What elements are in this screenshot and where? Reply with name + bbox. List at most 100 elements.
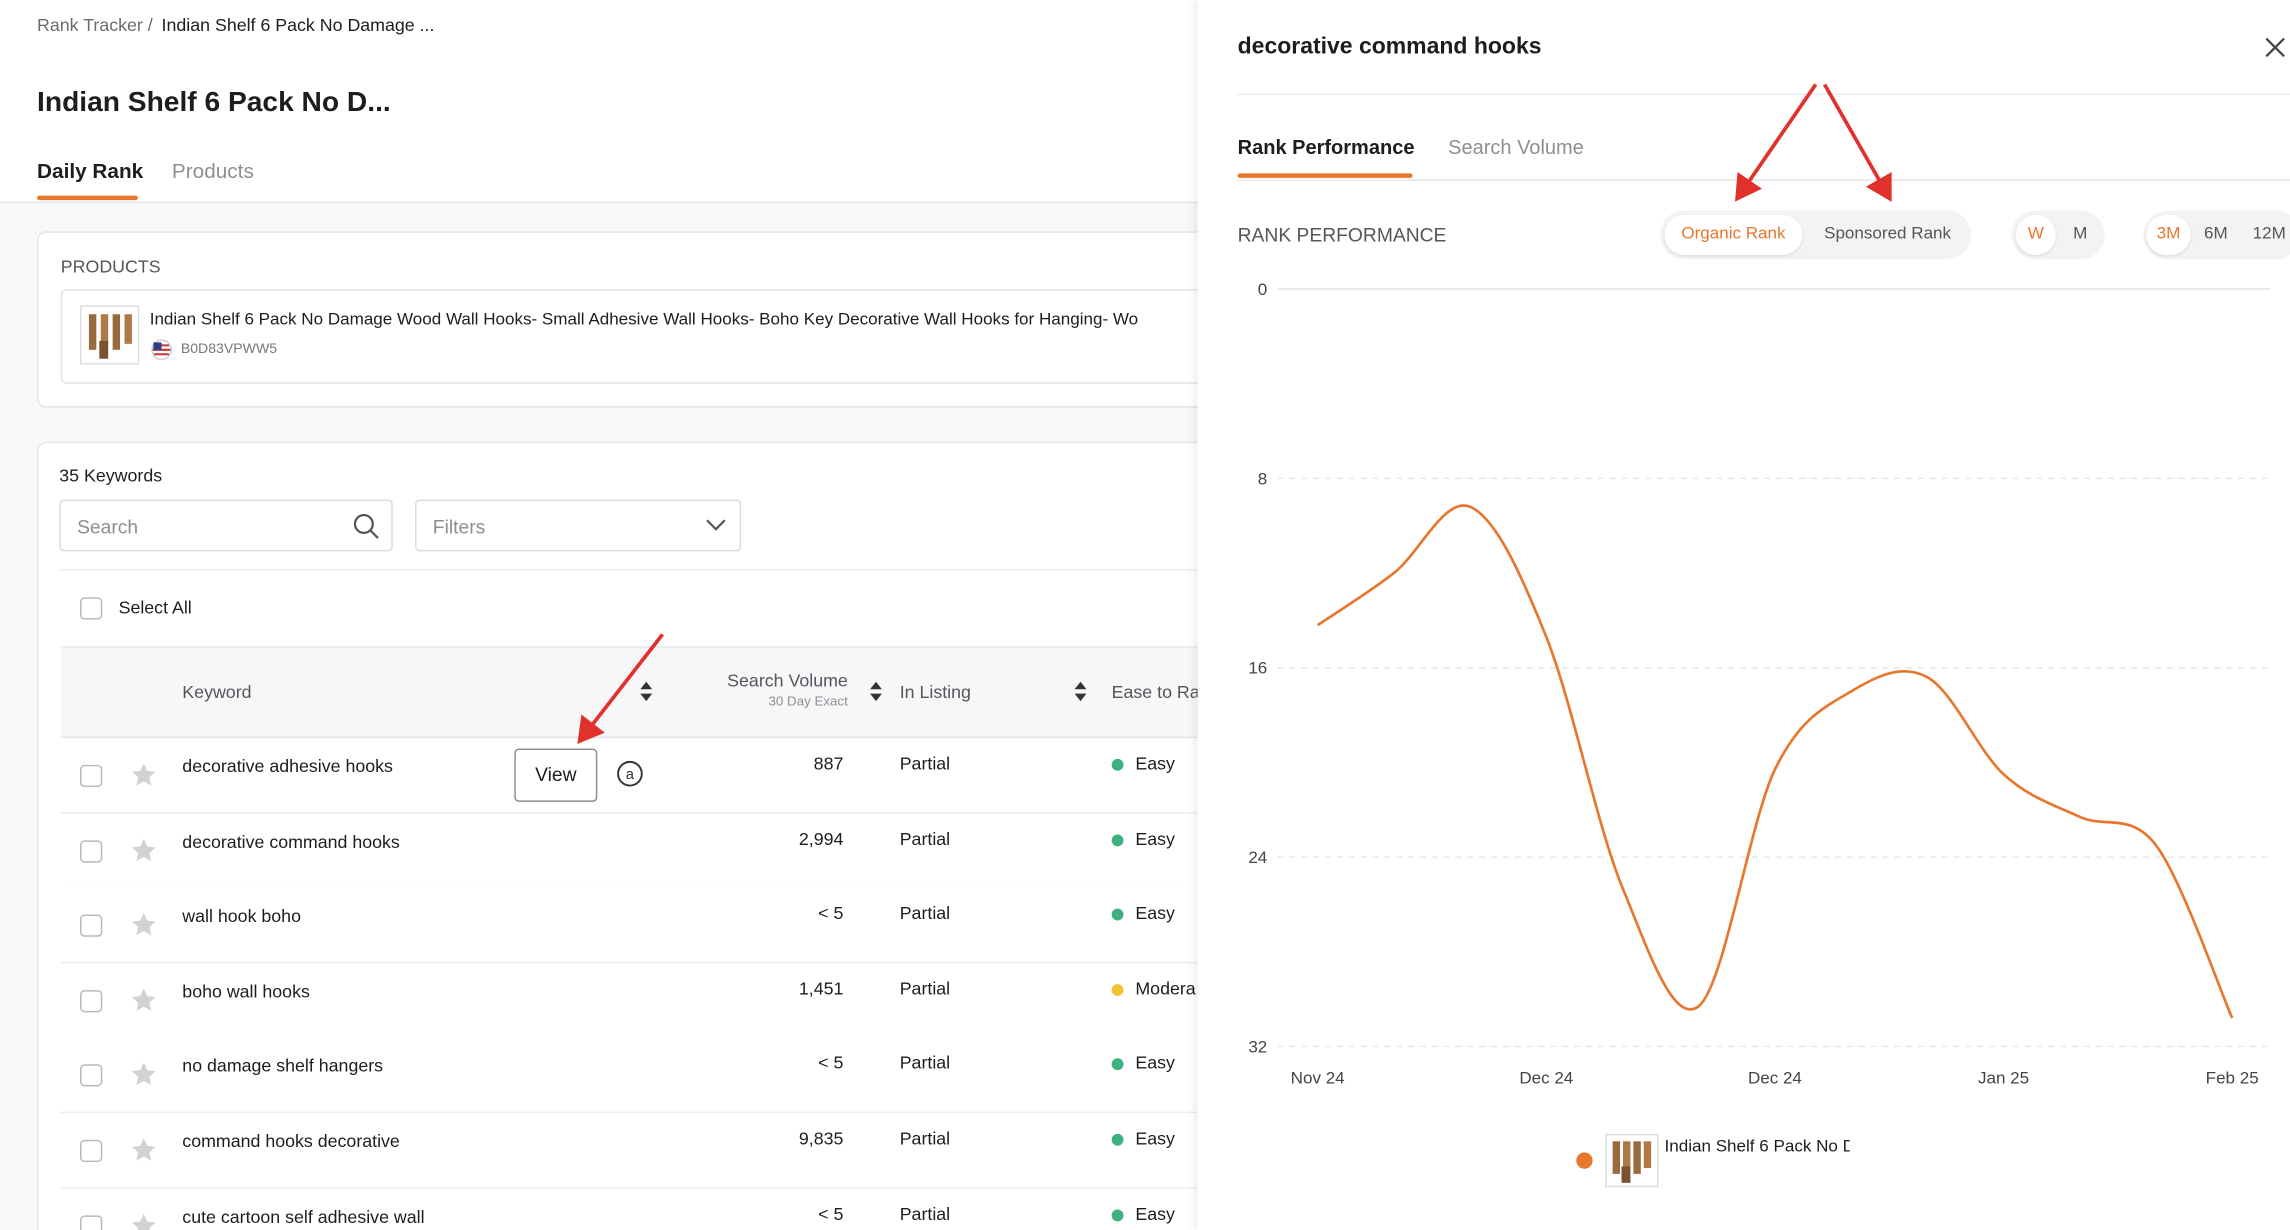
ease: Modera [1135,977,1196,999]
search-volume: 1,451 [798,977,844,999]
keyword: command hooks decorative [182,1130,400,1152]
section-title: RANK PERFORMANCE [1237,223,1447,247]
ease-dot [1111,1058,1124,1071]
keyword: cute cartoon self adhesive wall hooks [182,1205,425,1227]
select-all-checkbox[interactable] [80,597,103,620]
x-tick-label: Feb 25 [2206,1068,2259,1087]
column-header[interactable]: Search Volume [727,669,848,691]
x-tick-label: Dec 24 [1748,1068,1802,1087]
rank-type-toggle: Organic Rank Sponsored Rank [1660,210,1972,260]
table-row[interactable]: command hooks decorative 9,835 Partial Easy [60,1113,1232,1189]
sort-icon[interactable] [870,681,882,702]
search-input[interactable]: Search [59,499,393,552]
toggle-option[interactable]: Sponsored Rank [1824,225,1952,244]
row-checkbox[interactable] [80,1214,103,1230]
ease: Easy [1135,827,1175,849]
row-checkbox[interactable] [80,914,103,938]
row-checkbox[interactable] [80,1139,103,1163]
column-subheader: 30 Day Exact [768,693,848,709]
keyword-count: 35 Keywords [59,465,163,487]
row-checkbox[interactable] [80,1064,103,1088]
star-button[interactable] [130,762,157,789]
toggle-option[interactable]: W [2015,214,2056,255]
search-volume: < 5 [818,1052,844,1074]
star-button[interactable] [130,1137,157,1164]
svg-text:a: a [626,767,635,783]
in-listing: Partial [899,902,951,924]
keyword-table: Keyword Search Volume 30 Day Exact In Li… [60,646,1232,1230]
ease-dot [1111,1208,1124,1221]
ease: Easy [1135,1202,1175,1224]
ease: Easy [1135,902,1175,924]
star-button[interactable] [130,837,157,864]
table-row[interactable]: wall hook boho < 5 Partial Easy [60,888,1232,964]
range-toggle: 3M 6M 12M [2143,210,2290,260]
ease: Easy [1135,752,1175,774]
breadcrumb-current: Indian Shelf 6 Pack No Damage ... [161,14,435,36]
search-volume: 2,994 [798,827,844,849]
row-checkbox[interactable] [80,839,103,863]
ease-dot [1111,1133,1124,1146]
select-all-label[interactable]: Select All [118,597,192,619]
row-checkbox[interactable] [80,764,103,788]
toggle-option[interactable]: Organic Rank [1664,214,1803,255]
filters-select[interactable]: Filters [415,499,742,552]
toggle-option[interactable]: 12M [2252,225,2286,244]
x-tick-label: Nov 24 [1291,1068,1345,1087]
section-label: PRODUCTS [60,256,161,278]
amazon-link[interactable]: a [617,760,644,787]
sort-icon[interactable] [1074,681,1087,702]
keywords-card: 35 Keywords Search Filters Select All Ke… [37,441,1232,1230]
tab[interactable]: Daily Rank [37,158,144,183]
ease-dot [1111,758,1124,771]
keyword: decorative adhesive hooks [182,755,393,777]
ease: Easy [1135,1052,1175,1074]
product-row[interactable]: Indian Shelf 6 Pack No Damage Wood Wall … [60,289,1250,384]
header [0,0,1198,204]
tab-underline [1237,173,1413,178]
sort-icon[interactable] [640,681,653,702]
column-header[interactable]: In Listing [899,681,971,703]
star-button[interactable] [130,1212,157,1230]
table-row[interactable]: no damage shelf hangers < 5 Partial Easy [60,1038,1232,1114]
products-card: PRODUCTS Indian Shelf 6 Pack No Damage W… [37,231,1250,408]
search-placeholder: Search [77,515,139,539]
panel-tab[interactable]: Search Volume [1448,136,1584,159]
column-header[interactable]: Ease to Ra [1111,681,1200,703]
table-row[interactable]: boho wall hooks 1,451 Partial Modera [60,963,1232,1039]
legend-label[interactable]: Indian Shelf 6 Pack No Damage Wood... [1664,1138,1850,1157]
filters-placeholder: Filters [432,515,486,539]
ease-dot [1111,983,1124,996]
table-row[interactable]: decorative command hooks 2,994 Partial Easy [60,813,1232,889]
star-button[interactable] [130,912,157,939]
product-title: Indian Shelf 6 Pack No Damage Wood Wall … [149,311,1139,330]
search-volume: < 5 [818,902,844,924]
table-row[interactable]: cute cartoon self adhesive wall hooks < 5… [60,1188,1232,1230]
view-button[interactable]: View [514,748,598,802]
chevron-icon [706,519,726,531]
in-listing: Partial [899,1202,951,1224]
breadcrumb-parent[interactable]: Rank Tracker / [37,14,153,36]
table-row[interactable]: decorative adhesive hooks 887 Partial Easy V… [60,738,1232,814]
x-tick-label: Dec 24 [1519,1068,1573,1087]
toggle-option[interactable]: 3M [2146,214,2191,255]
in-listing: Partial [899,827,951,849]
tab-underline [37,195,138,201]
keyword: no damage shelf hangers [182,1055,384,1077]
column-header[interactable]: Keyword [182,681,252,703]
toggle-option[interactable]: 6M [2204,225,2228,244]
toggle-option[interactable]: M [2073,225,2088,244]
rank-line [1316,504,2234,1019]
close-button[interactable] [2265,37,2286,58]
star-button[interactable] [130,987,157,1014]
row-checkbox[interactable] [80,989,103,1013]
keyword: boho wall hooks [182,980,310,1002]
ease-dot [1111,908,1124,921]
tab[interactable]: Products [171,158,254,183]
product-asin: B0D83VPWW5 [180,340,278,358]
panel-tab[interactable]: Rank Performance [1237,136,1415,159]
keyword: wall hook boho [182,905,301,927]
star-button[interactable] [130,1062,157,1089]
